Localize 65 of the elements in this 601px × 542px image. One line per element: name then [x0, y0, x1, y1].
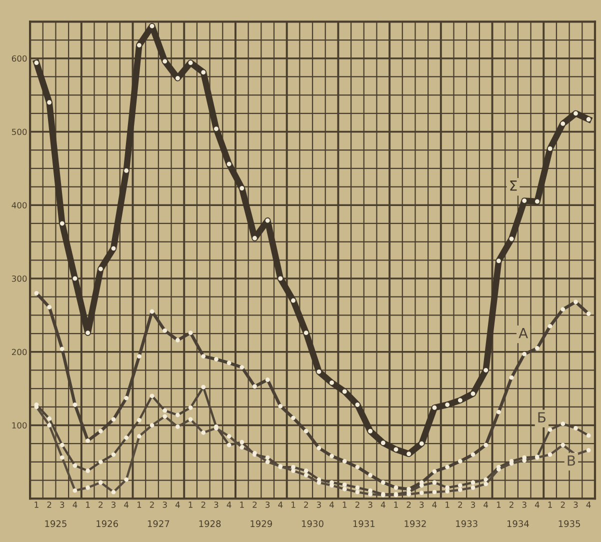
x-tick-label: 2 [252, 502, 257, 508]
x-tick-label: 4 [484, 502, 488, 508]
x-tick-label: 1 [342, 502, 346, 508]
x-tick-label: 3 [316, 502, 321, 508]
y-tick-label: 600 [12, 55, 27, 62]
x-tick-label: 4 [226, 502, 232, 508]
x-tick-label: 2 [355, 502, 360, 508]
text: 1933 [456, 520, 478, 528]
x-tick-label: 3 [574, 502, 578, 508]
series-label: Σ [510, 180, 517, 191]
x-tick-label: 1 [446, 502, 450, 508]
x-tick-label: 2 [509, 502, 514, 508]
x-tick-label: 2 [201, 502, 206, 508]
x-tick-label: 4 [380, 502, 386, 508]
x-tick-label: 3 [111, 502, 116, 508]
x-tick-label: 1 [496, 502, 501, 508]
x-tick-label: 4 [534, 502, 540, 508]
y-tick-label: 100 [12, 422, 27, 429]
x-tick-label: 2 [98, 502, 102, 508]
y-tick-label: 400 [12, 202, 27, 208]
x-tick-label: 3 [214, 502, 218, 508]
x-tick-label: 3 [471, 502, 475, 508]
x-tick-label: 4 [586, 502, 591, 508]
x-tick-label: 2 [47, 502, 52, 508]
x-tick-label: 4 [175, 502, 180, 508]
x-tick-label: 1 [292, 502, 296, 508]
x-tick-label: 1 [188, 502, 192, 508]
x-tick-label: 1 [548, 502, 552, 508]
series-label: B [568, 455, 576, 466]
x-tick-label: 4 [278, 502, 283, 508]
x-tick-label: 3 [162, 502, 167, 508]
x-tick-label: 3 [368, 502, 372, 508]
x-tick-label: 1 [86, 502, 90, 508]
text: 1929 [250, 520, 272, 528]
series-label: Б [538, 412, 546, 422]
x-tick-label: 4 [124, 502, 129, 508]
x-tick-label: 2 [150, 502, 154, 508]
x-tick-label: 2 [406, 502, 411, 508]
text: 1932 [404, 520, 426, 528]
x-tick-label: 1 [240, 502, 244, 508]
x-tick-label: 3 [60, 502, 64, 508]
x-tick-label: 3 [522, 502, 526, 508]
x-tick-label: 3 [420, 502, 424, 508]
x-tick-label: 3 [266, 502, 270, 508]
x-tick-label: 1 [137, 502, 142, 508]
text: 1934 [507, 520, 529, 528]
text: 1927 [148, 520, 170, 528]
series-label: A [518, 328, 528, 338]
text: 1931 [353, 520, 375, 528]
text: 1935 [558, 520, 580, 528]
text: 1925 [45, 520, 66, 528]
x-tick-label: 1 [34, 502, 38, 508]
text: 1928 [199, 520, 221, 528]
y-tick-label: 300 [12, 275, 27, 282]
text: 1930 [302, 520, 324, 528]
x-tick-label: 4 [330, 502, 334, 508]
x-tick-label: 2 [304, 502, 308, 508]
x-tick-label: 2 [560, 502, 565, 508]
y-tick-label: 200 [12, 348, 27, 356]
x-tick-label: 4 [72, 502, 78, 508]
y-tick-label: 500 [12, 128, 27, 136]
text: 1926 [96, 520, 118, 528]
x-tick-label: 4 [432, 502, 437, 508]
x-tick-label: 1 [394, 502, 398, 508]
x-tick-label: 2 [458, 502, 462, 508]
